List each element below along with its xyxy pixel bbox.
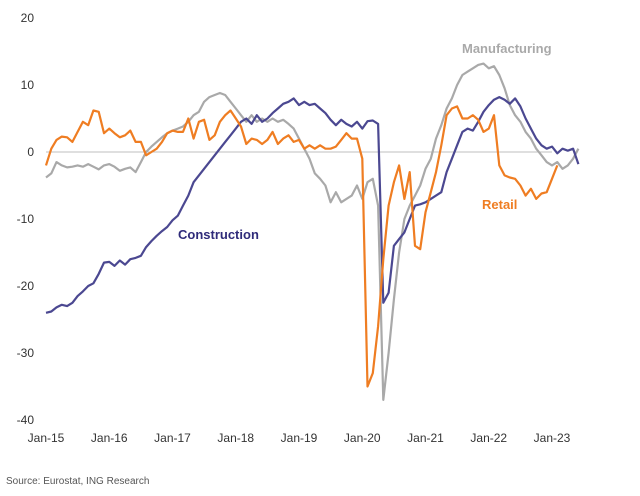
x-tick-label: Jan-21 (407, 431, 444, 445)
x-tick-label: Jan-15 (28, 431, 65, 445)
x-tick-label: Jan-22 (470, 431, 507, 445)
y-tick-label: 20 (21, 11, 35, 25)
x-tick-label: Jan-23 (534, 431, 571, 445)
y-tick-label: -10 (17, 212, 35, 226)
manufacturing-line (45, 62, 580, 401)
x-axis-ticks: Jan-15 Jan-16 Jan-17 Jan-18 Jan-19 Jan-20 Jan-… (28, 431, 571, 445)
x-tick-label: Jan-16 (91, 431, 128, 445)
construction-label: Construction (178, 227, 259, 242)
y-tick-label: -30 (17, 346, 35, 360)
construction-line (45, 95, 580, 314)
y-tick-label: 10 (21, 78, 35, 92)
y-tick-label: 0 (27, 145, 34, 159)
source-note: Source: Eurostat, ING Research (6, 476, 150, 487)
retail-line (44, 105, 559, 388)
y-tick-label: -40 (17, 413, 35, 427)
x-tick-label: Jan-17 (154, 431, 191, 445)
x-tick-label: Jan-20 (344, 431, 381, 445)
x-tick-label: Jan-18 (217, 431, 254, 445)
retail-label: Retail (482, 197, 517, 212)
x-tick-label: Jan-19 (281, 431, 318, 445)
manufacturing-label: Manufacturing (462, 41, 552, 56)
y-axis-ticks: 20 10 0 -10 -20 -30 -40 (17, 11, 35, 427)
series-lines (44, 62, 580, 401)
y-tick-label: -20 (17, 279, 35, 293)
